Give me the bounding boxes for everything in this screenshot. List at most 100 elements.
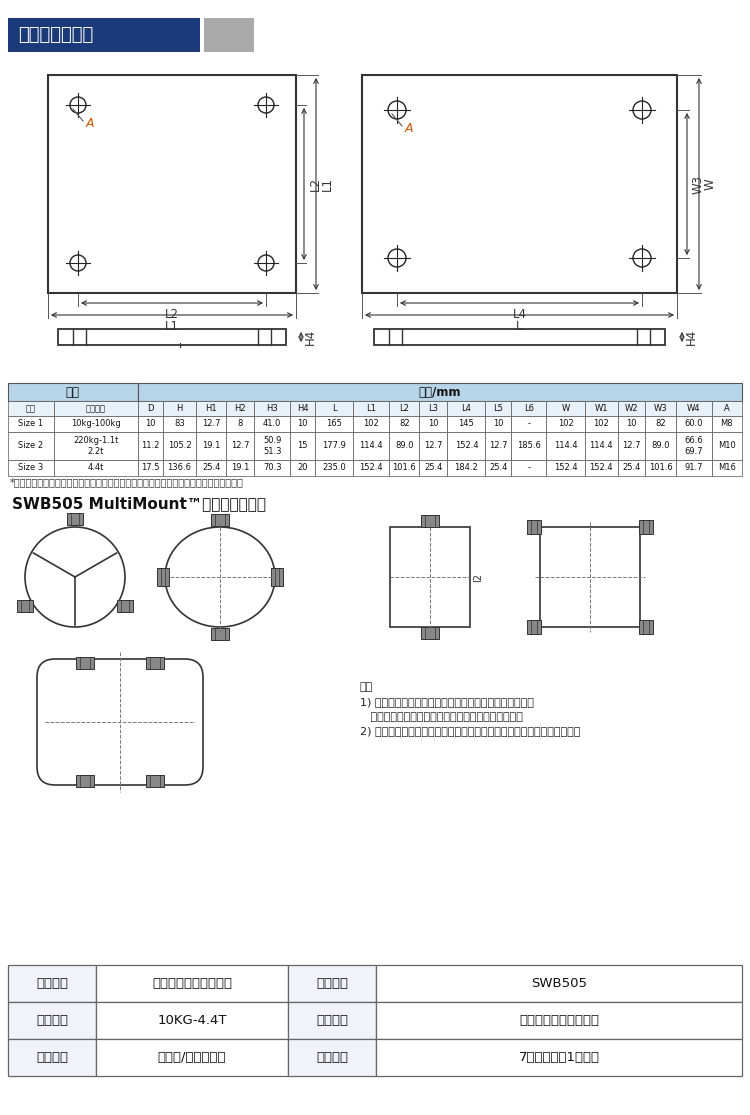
Text: L: L [332,404,337,413]
Text: W1: W1 [594,404,608,413]
Bar [163,416,196,432]
Text: L: L [516,320,523,333]
Text: 184.2: 184.2 [454,464,478,473]
Bar [117,600,134,612]
Text: W2: W2 [625,404,638,413]
Bar [448,401,485,416]
Bar [376,964,742,1002]
Text: Size 2: Size 2 [18,442,44,450]
Text: 尺寸/mm: 尺寸/mm [419,386,461,398]
Bar [146,657,164,669]
Bar [226,416,254,432]
Text: 145: 145 [458,419,474,428]
Text: L6: L6 [524,404,534,413]
Bar [639,620,653,634]
Bar [511,432,547,460]
Text: Size 3: Size 3 [18,464,44,473]
Text: H1: H1 [206,404,217,413]
Bar [676,401,712,416]
Bar [8,382,137,401]
Bar [617,401,646,416]
Text: -: - [527,464,530,473]
Text: 额定载荷: 额定载荷 [86,404,106,413]
Bar [584,401,617,416]
Text: 105.2: 105.2 [167,442,191,450]
Bar [485,460,511,476]
Text: 12.7: 12.7 [424,442,442,450]
Bar [58,329,286,345]
Bar [54,401,137,416]
Bar [421,627,439,639]
Bar [712,460,742,476]
Bar [8,432,54,460]
Text: 12.7: 12.7 [489,442,508,450]
Text: 产品名称: 产品名称 [36,977,68,990]
Text: 20: 20 [297,464,307,473]
Bar [163,401,196,416]
Text: 12.7: 12.7 [622,442,640,450]
Text: 136.6: 136.6 [167,464,191,473]
Text: 注：
1) 水平拉杆用于稳定料罐在应用过程中产生的水平晃动。
   例如：搅拌等。单只水平拉杆承载能力见技术指标。
2) 若称重模块没有选配水平拉杆，称重模块安: 注： 1) 水平拉杆用于稳定料罐在应用过程中产生的水平晃动。 例如：搅拌等。单只… [360,682,580,736]
Bar [389,401,419,416]
Text: 19.1: 19.1 [231,464,250,473]
Bar [96,1002,288,1039]
Text: L1: L1 [165,320,179,333]
Text: 10: 10 [626,419,637,428]
Text: 项目: 项目 [66,386,80,398]
Bar [271,568,283,586]
Text: L5: L5 [494,404,503,413]
Bar [254,432,290,460]
Text: 114.4: 114.4 [359,442,383,450]
Bar [712,401,742,416]
Bar [8,401,54,416]
Text: M10: M10 [718,442,736,450]
Text: 50.9
51.3: 50.9 51.3 [263,436,281,456]
Bar [54,432,137,460]
Text: 合金钢/不锈钢材质: 合金钢/不锈钢材质 [158,1051,226,1064]
Text: l2: l2 [473,572,483,582]
Text: L2: L2 [399,404,410,413]
Bar [254,416,290,432]
Text: 66.6
69.7: 66.6 69.7 [684,436,703,456]
Bar [485,401,511,416]
Text: H3: H3 [266,404,278,413]
Bar [290,416,315,432]
Bar [254,401,290,416]
Bar [137,416,163,432]
Text: 11.2: 11.2 [141,442,160,450]
Bar [76,775,94,787]
Text: 152.4: 152.4 [454,442,478,450]
Text: L1: L1 [366,404,376,413]
Bar [8,964,96,1002]
Text: H4: H4 [685,329,698,346]
Text: 产品质保: 产品质保 [316,1051,348,1064]
Bar [353,416,389,432]
Bar [547,432,584,460]
Bar [617,460,646,476]
Text: A: A [86,117,94,130]
Text: 4.4t: 4.4t [88,464,104,473]
Bar [211,628,229,640]
Bar [226,401,254,416]
Text: SWB505: SWB505 [531,977,587,990]
Bar [419,401,448,416]
Bar [617,416,646,432]
Text: A: A [724,404,730,413]
Bar [584,432,617,460]
Bar [54,460,137,476]
Bar [617,432,646,460]
Bar [362,75,677,293]
Bar [511,460,547,476]
Bar [226,460,254,476]
Text: 220kg-1.1t
2.2t: 220kg-1.1t 2.2t [73,436,118,456]
Text: 25.4: 25.4 [424,464,442,473]
Text: 12.7: 12.7 [231,442,250,450]
Text: 12.7: 12.7 [202,419,220,428]
Text: 用于平台秤、电子秤等: 用于平台秤、电子秤等 [519,1014,599,1027]
Text: 70.3: 70.3 [262,464,281,473]
Text: 102: 102 [593,419,609,428]
Bar [389,416,419,432]
Bar [315,401,353,416]
Bar [96,1039,288,1076]
Text: 17.5: 17.5 [141,464,160,473]
